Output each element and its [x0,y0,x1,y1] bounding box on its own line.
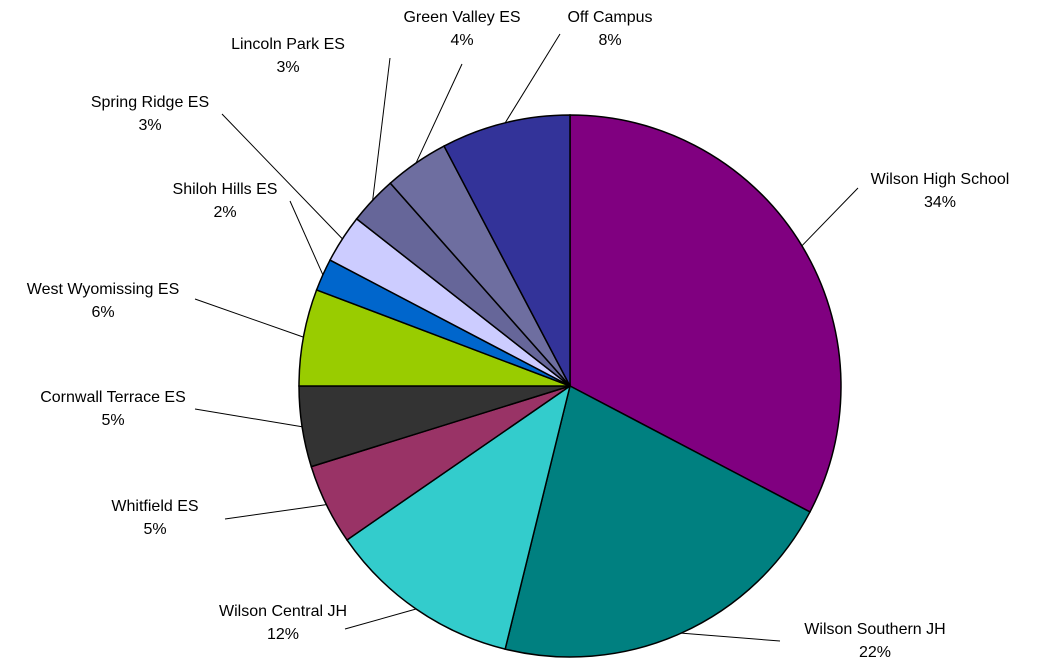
slice-label: Wilson High School [871,171,1010,188]
leader-line [224,504,327,520]
slice-label: Whitfield ES [111,498,198,515]
slice-label: Green Valley ES [403,9,520,26]
leader-line [194,298,304,338]
slice-value-label: 3% [138,117,161,134]
slice-value-label: 5% [143,521,166,538]
leader-line [372,57,391,201]
leader-line [194,408,303,428]
slice-value-label: 34% [924,194,956,211]
slice-value-label: 8% [598,32,621,49]
slice-value-label: 6% [91,304,114,321]
leader-line [415,63,463,164]
slice-value-label: 4% [450,32,473,49]
leader-line [504,33,561,124]
slice-value-label: 12% [267,626,299,643]
slice-label: Spring Ridge ES [91,94,209,111]
slice-value-label: 5% [101,412,124,429]
leader-line [289,200,324,275]
slice-value-label: 22% [859,644,891,660]
leader-line [344,608,417,630]
slice-label: Cornwall Terrace ES [40,389,186,406]
slice-value-label: 2% [213,204,236,221]
slice-label: Wilson Central JH [219,603,347,620]
pie-slice [504,384,811,658]
slice-label: Lincoln Park ES [231,36,345,53]
slice-label: Shiloh Hills ES [173,181,278,198]
slice-value-label: 3% [276,59,299,76]
slice-label: Wilson Southern JH [804,621,945,638]
leader-line [221,113,343,240]
pie-slice [569,114,842,513]
slice-label: Off Campus [567,9,652,26]
pie-slice [345,384,572,651]
slice-label: West Wyomissing ES [27,281,179,298]
leader-line [801,187,859,247]
leader-line [681,632,781,642]
